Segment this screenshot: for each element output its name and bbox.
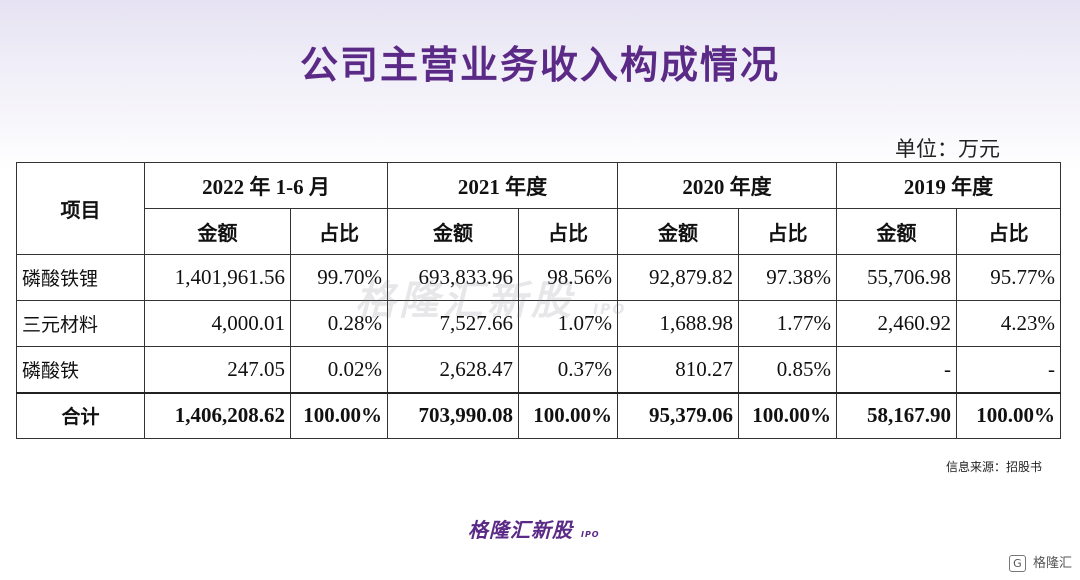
share-cell: 100.00% <box>518 392 618 439</box>
share-header: 占比 <box>738 208 837 255</box>
amount-header: 金额 <box>144 208 291 255</box>
corner-badge: G 格隆汇 <box>1008 552 1072 572</box>
brand-logo: 格隆汇新股 IPO <box>468 514 600 543</box>
row-label: 三元材料 <box>16 300 145 347</box>
period-header: 2019 年度 <box>836 162 1061 209</box>
row-label: 磷酸铁锂 <box>16 254 145 301</box>
share-cell: 1.77% <box>738 300 837 347</box>
total-label: 合计 <box>16 392 145 439</box>
table-row: 磷酸铁锂 1,401,961.56 99.70% 693,833.96 98.5… <box>16 254 1061 301</box>
share-cell: 100.00% <box>290 392 388 439</box>
share-cell: 0.28% <box>290 300 388 347</box>
amount-cell: 693,833.96 <box>387 254 519 301</box>
share-cell: 95.77% <box>956 254 1061 301</box>
amount-cell: 55,706.98 <box>836 254 957 301</box>
amount-cell: 7,527.66 <box>387 300 519 347</box>
amount-header: 金额 <box>617 208 739 255</box>
amount-header: 金额 <box>836 208 957 255</box>
share-header: 占比 <box>518 208 618 255</box>
amount-cell: 58,167.90 <box>836 392 957 439</box>
period-header: 2020 年度 <box>617 162 837 209</box>
row-label: 磷酸铁 <box>16 346 145 393</box>
amount-cell: - <box>836 346 957 393</box>
amount-cell: 1,401,961.56 <box>144 254 291 301</box>
amount-cell: 703,990.08 <box>387 392 519 439</box>
header-row-periods: 项目 2022 年 1-6 月 2021 年度 2020 年度 2019 年度 <box>16 162 1061 255</box>
period-header: 2022 年 1-6 月 <box>144 162 388 209</box>
g-logo-icon: G <box>1008 555 1026 572</box>
brand-logo-sub: IPO <box>580 530 600 539</box>
share-cell: 1.07% <box>518 300 618 347</box>
page-title: 公司主营业务收入构成情况 <box>299 43 780 87</box>
item-header: 项目 <box>16 162 145 255</box>
period-header: 2021 年度 <box>387 162 618 209</box>
source-note: 信息来源：招股书 <box>945 460 1042 474</box>
share-cell: 0.85% <box>738 346 837 393</box>
amount-cell: 247.05 <box>144 346 291 393</box>
share-cell: 99.70% <box>290 254 388 301</box>
amount-cell: 92,879.82 <box>617 254 739 301</box>
share-header: 占比 <box>290 208 388 255</box>
share-cell: 97.38% <box>738 254 837 301</box>
amount-cell: 2,460.92 <box>836 300 957 347</box>
amount-cell: 95,379.06 <box>617 392 739 439</box>
share-cell: 0.37% <box>518 346 618 393</box>
share-cell: 100.00% <box>956 392 1061 439</box>
share-cell: 0.02% <box>290 346 388 393</box>
amount-cell: 4,000.01 <box>144 300 291 347</box>
corner-badge-text: 格隆汇 <box>1032 556 1072 571</box>
revenue-table: 项目 2022 年 1-6 月 2021 年度 2020 年度 2019 年度 … <box>16 162 1061 439</box>
amount-cell: 810.27 <box>617 346 739 393</box>
amount-header: 金额 <box>387 208 519 255</box>
share-cell: 4.23% <box>956 300 1061 347</box>
unit-label: 单位：万元 <box>895 137 1000 161</box>
share-header: 占比 <box>956 208 1061 255</box>
amount-cell: 1,688.98 <box>617 300 739 347</box>
table-row: 磷酸铁 247.05 0.02% 2,628.47 0.37% 810.27 0… <box>16 346 1061 393</box>
brand-logo-text: 格隆汇新股 <box>468 518 573 542</box>
share-cell: 98.56% <box>518 254 618 301</box>
header-row-metrics: 金额 占比 金额 占比 金额 占比 金额 占比 <box>17 208 1061 255</box>
share-cell: - <box>956 346 1061 393</box>
total-row: 合计 1,406,208.62 100.00% 703,990.08 100.0… <box>16 392 1061 439</box>
amount-cell: 2,628.47 <box>387 346 519 393</box>
share-cell: 100.00% <box>738 392 837 439</box>
table-row: 三元材料 4,000.01 0.28% 7,527.66 1.07% 1,688… <box>16 300 1061 347</box>
amount-cell: 1,406,208.62 <box>144 392 291 439</box>
